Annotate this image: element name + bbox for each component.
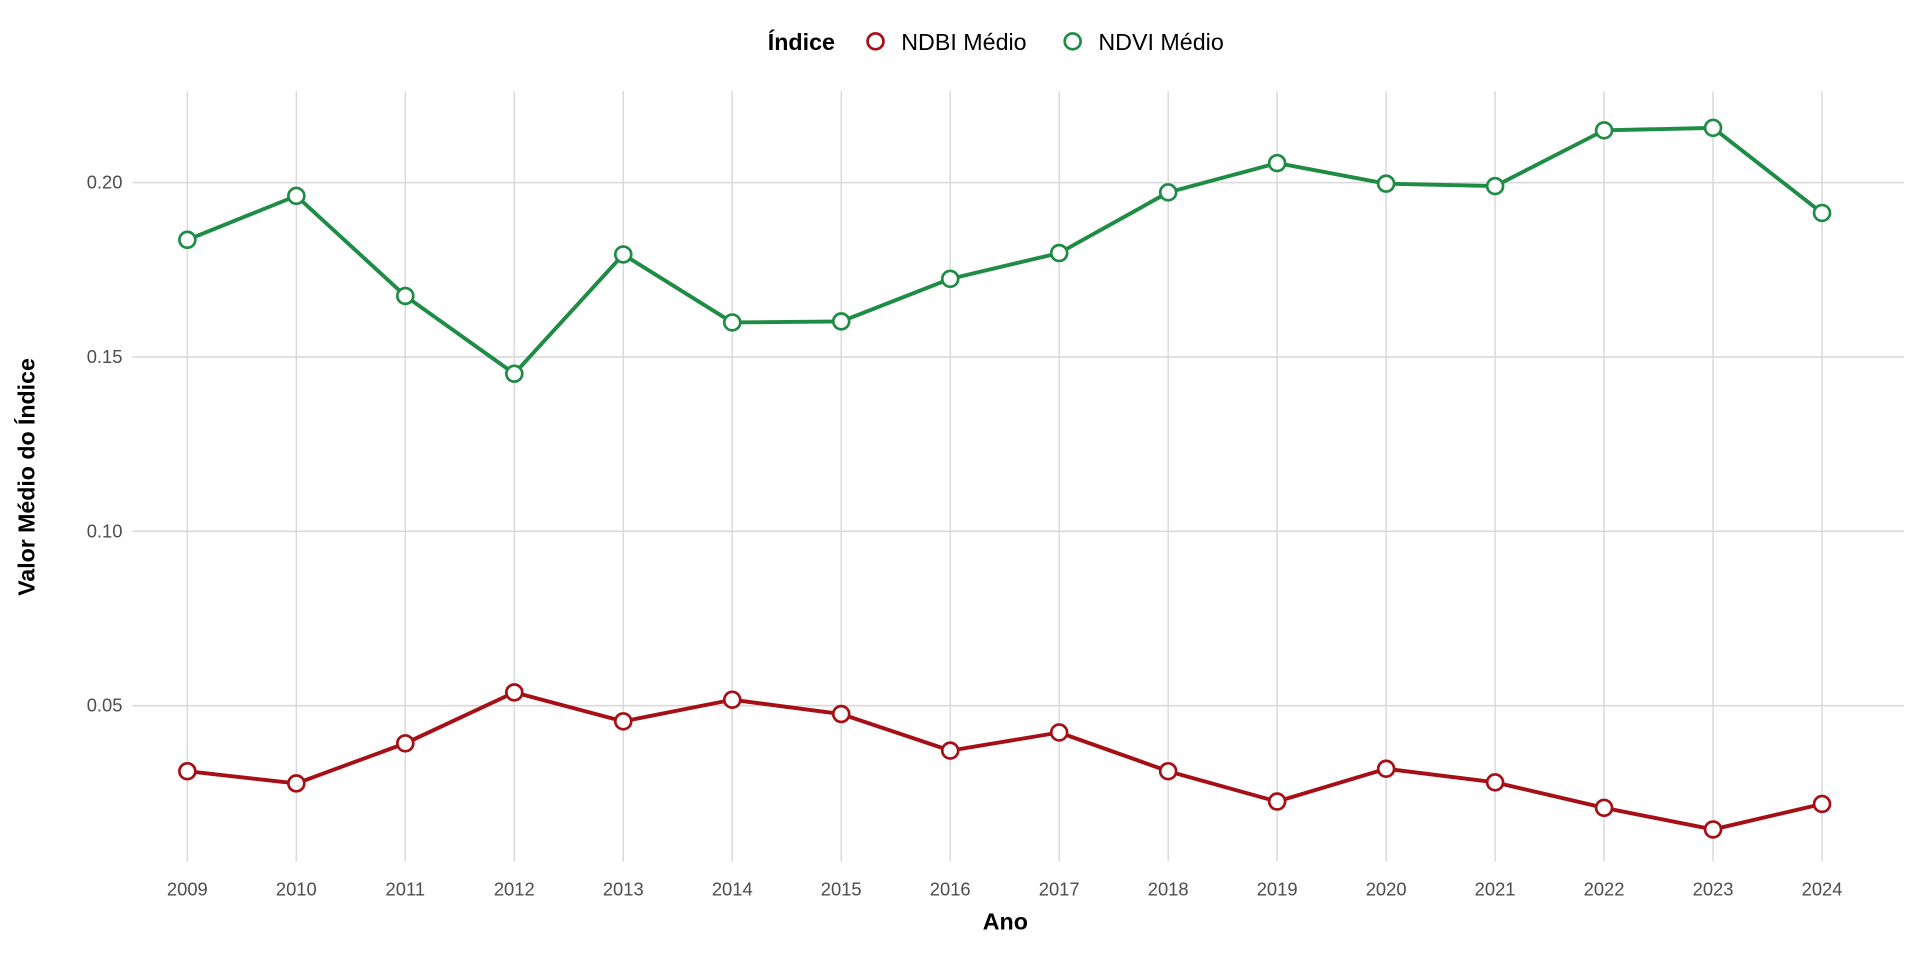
data-point-ndvi xyxy=(1049,243,1069,263)
x-tick-label: 2018 xyxy=(1148,879,1189,900)
y-axis-title: Valor Médio do Índice xyxy=(12,358,39,596)
x-tick-label: 2012 xyxy=(494,879,535,900)
data-point-ndvi xyxy=(1485,176,1505,196)
legend: Índice NDBI Médio NDVI Médio xyxy=(768,28,1224,55)
data-point-ndbi xyxy=(1703,820,1723,839)
legend-label-ndvi: NDVI Médio xyxy=(1098,29,1223,55)
data-point-ndvi xyxy=(1267,153,1287,173)
series-line-ndbi xyxy=(187,690,1823,832)
data-point-ndbi xyxy=(940,741,960,760)
data-point-ndbi xyxy=(831,704,851,724)
data-point-ndvi xyxy=(831,312,851,331)
x-tick-label: 2013 xyxy=(603,879,644,900)
data-point-ndbi xyxy=(504,683,524,702)
data-point-ndbi xyxy=(1049,723,1069,742)
x-tick-label: 2014 xyxy=(712,879,753,900)
data-point-ndbi xyxy=(1376,759,1396,779)
y-axis-ticks: 0.05 0.10 0.15 0.20 xyxy=(87,172,123,716)
data-point-ndbi xyxy=(396,734,415,753)
legend-title: Índice xyxy=(768,28,835,55)
x-tick-label: 2017 xyxy=(1039,879,1080,900)
legend-label-ndbi: NDBI Médio xyxy=(901,29,1026,55)
data-point-ndvi xyxy=(1812,203,1832,223)
data-point-ndvi xyxy=(1594,121,1614,140)
x-tick-label: 2024 xyxy=(1802,879,1843,900)
data-point-ndvi xyxy=(722,313,742,332)
series-line-ndvi xyxy=(186,125,1824,376)
x-tick-label: 2009 xyxy=(167,879,208,900)
x-tick-label: 2010 xyxy=(276,879,317,900)
grid xyxy=(132,91,1905,862)
x-tick-label: 2016 xyxy=(930,879,971,900)
data-point-ndbi xyxy=(1158,761,1178,781)
y-tick-label: 0.20 xyxy=(87,172,123,193)
data-point-ndvi xyxy=(287,186,306,206)
x-tick-label: 2021 xyxy=(1475,879,1516,900)
x-tick-label: 2011 xyxy=(386,879,425,900)
series-layer xyxy=(178,118,1832,839)
x-axis-title: Ano xyxy=(983,909,1028,935)
data-point-ndvi xyxy=(504,364,524,383)
data-point-ndbi xyxy=(1267,792,1287,811)
data-point-ndvi xyxy=(1376,174,1396,193)
x-tick-label: 2019 xyxy=(1257,879,1298,900)
x-tick-label: 2020 xyxy=(1366,879,1407,900)
data-point-ndbi xyxy=(1594,798,1614,818)
data-point-ndbi xyxy=(613,712,633,731)
data-point-ndvi xyxy=(1703,118,1723,138)
x-tick-label: 2023 xyxy=(1693,879,1734,900)
x-axis-ticks: 2009 2010 2011 2012 2013 2014 2015 2016 2017 2018… xyxy=(167,879,1843,900)
data-point-ndvi xyxy=(178,230,197,250)
data-point-ndbi xyxy=(1485,773,1505,792)
data-point-ndvi xyxy=(1158,183,1178,202)
y-tick-label: 0.15 xyxy=(87,346,123,367)
data-point-ndvi xyxy=(396,286,415,306)
data-point-ndbi xyxy=(287,774,306,793)
data-point-ndbi xyxy=(1812,794,1832,814)
y-tick-label: 0.10 xyxy=(87,520,123,541)
data-point-ndbi xyxy=(722,690,742,709)
data-point-ndbi xyxy=(178,761,197,781)
legend-key-ndvi xyxy=(1063,32,1082,51)
x-tick-label: 2015 xyxy=(821,879,862,900)
x-tick-label: 2022 xyxy=(1584,879,1625,900)
legend-key-ndbi xyxy=(866,32,885,51)
data-point-ndvi xyxy=(613,245,633,264)
data-point-ndvi xyxy=(940,269,960,289)
y-tick-label: 0.05 xyxy=(87,695,123,716)
